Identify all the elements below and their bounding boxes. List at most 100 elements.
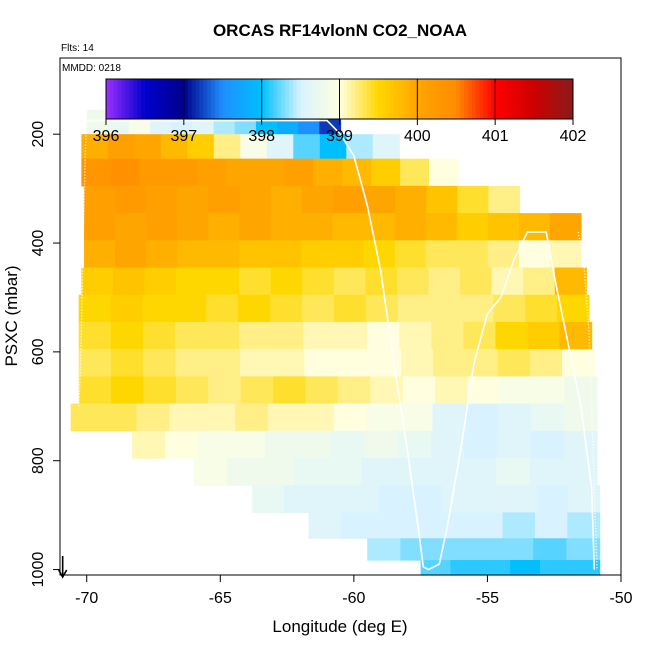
heatmap-cell [363, 213, 396, 241]
heatmap-cell [332, 213, 365, 241]
colorbar-segment [285, 79, 290, 119]
colorbar-segment [421, 79, 426, 119]
colorbar-segment [304, 79, 309, 119]
heatmap-cell [510, 560, 541, 576]
heatmap-cell [270, 294, 303, 323]
heatmap-cell [213, 134, 241, 160]
heatmap-cell [226, 158, 256, 187]
colorbar-segment [265, 79, 270, 119]
heatmap-cell [566, 538, 601, 561]
heatmap-cell [303, 321, 336, 350]
colorbar-segment [409, 79, 414, 119]
heatmap-cell [400, 349, 434, 377]
heatmap-cell [568, 485, 601, 514]
heatmap-cell [433, 538, 468, 561]
heatmap-cell [206, 321, 240, 350]
heatmap-cell [470, 512, 504, 539]
heatmap-cell [425, 213, 458, 241]
colorbar-segment [292, 79, 298, 119]
heatmap-cell [239, 349, 273, 377]
heatmap-cell [502, 512, 536, 539]
heatmap-cell [239, 240, 271, 269]
colorbar-segment [144, 79, 150, 119]
colorbar-segment [187, 79, 193, 119]
heatmap-cell [78, 294, 112, 323]
heatmap-cell [496, 457, 531, 486]
colorbar-segment [316, 79, 321, 119]
heatmap-cell [144, 267, 177, 296]
heatmap-cell [428, 267, 461, 296]
colorbar-segment [530, 79, 535, 119]
heatmap-cell [460, 267, 493, 296]
colorbar-segment [370, 79, 376, 119]
heatmap-cell [146, 213, 178, 241]
colorbar-segment [487, 79, 492, 119]
heatmap-cell [177, 240, 209, 269]
colorbar-segment [374, 79, 379, 119]
colorbar-segment [261, 79, 267, 119]
heatmap-cell [364, 430, 399, 459]
colorbar-tick-label: 399 [326, 128, 353, 145]
heatmap-cell [405, 512, 439, 539]
heatmap-cell [432, 403, 466, 432]
flights-annotation: Flts: 14 [61, 43, 94, 54]
heatmap-cell [525, 294, 558, 323]
heatmap-cell [467, 376, 501, 405]
heatmap-cell [134, 134, 162, 160]
heatmap-cell [112, 267, 146, 296]
colorbar-segment [522, 79, 527, 119]
heatmap-cell [293, 134, 321, 160]
heatmap-cell [132, 430, 166, 459]
colorbar-segment [464, 79, 469, 119]
heatmap-cell [532, 376, 566, 405]
heatmap-cell [527, 321, 561, 350]
colorbar-segment [238, 79, 243, 119]
heatmap-cell [255, 158, 285, 187]
heatmap-cell [529, 349, 563, 377]
colorbar-segment [537, 79, 543, 119]
colorbar-segment [246, 79, 251, 119]
heatmap-cell [165, 430, 200, 459]
colorbar-segment [152, 79, 158, 119]
heatmap-cell [207, 267, 240, 296]
heatmap-cell [563, 457, 598, 486]
heatmap-cell [435, 376, 468, 405]
colorbar-segment [141, 79, 146, 119]
heatmap-cell [193, 457, 228, 486]
colorbar-segment [460, 79, 465, 119]
colorbar-segment [253, 79, 259, 119]
colorbar-segment [405, 79, 411, 119]
heatmap-cell [346, 134, 374, 160]
heatmap-cell [368, 349, 402, 377]
heatmap-cell [562, 349, 595, 377]
heatmap-cell [487, 240, 520, 269]
heatmap-cell [463, 321, 497, 350]
heatmap-cell [103, 403, 138, 432]
colorbar-segment [242, 79, 247, 119]
colorbar-segment [475, 79, 481, 119]
heatmap-cell [177, 213, 209, 241]
heatmap-cell [174, 294, 207, 323]
heatmap-cell [115, 213, 147, 241]
heatmap-cell [529, 457, 564, 486]
heatmap-cell [146, 185, 178, 214]
heatmap-cell [431, 321, 464, 350]
heatmap-cell [426, 185, 458, 214]
heatmap-cell [367, 321, 400, 350]
heatmap-cell [429, 294, 462, 323]
heatmap-cell [378, 485, 411, 514]
y-tick-label: 800 [30, 447, 47, 474]
heatmap-cell [497, 430, 532, 459]
y-axis-label: PSXC (mbar) [2, 265, 21, 366]
heatmap-cell [549, 213, 582, 241]
heatmap-cell [425, 240, 458, 269]
colorbar-segment [222, 79, 228, 119]
colorbar-segment [471, 79, 477, 119]
heatmap-cell [143, 349, 176, 377]
heatmap-cell [315, 485, 348, 514]
heatmap-cell [488, 185, 521, 214]
colorbar-segment [429, 79, 434, 119]
heatmap-cell [456, 240, 489, 269]
heatmap-cell [240, 134, 268, 160]
colorbar-tick-label: 402 [560, 128, 587, 145]
